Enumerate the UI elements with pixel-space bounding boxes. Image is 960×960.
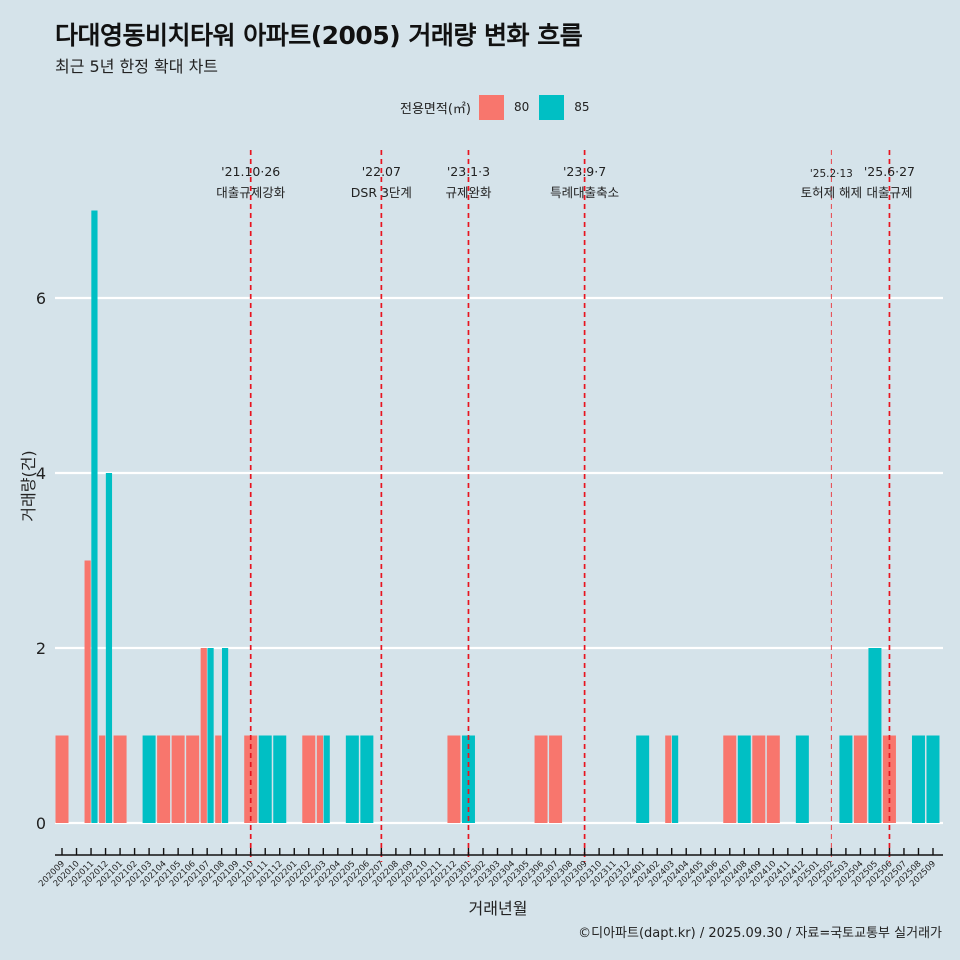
- event-date: '21.10·26: [221, 164, 280, 179]
- bar-85-202206: [360, 735, 374, 823]
- bar-85-202108: [221, 648, 229, 823]
- bar-85-202505: [868, 648, 882, 823]
- caption: ©디아파트(dapt.kr) / 2025.09.30 / 자료=국토교통부 실…: [578, 926, 942, 941]
- bar-80-202009: [55, 735, 69, 823]
- bar-80-202011: [84, 560, 91, 823]
- y-axis-title: 거래량(건): [19, 450, 38, 521]
- event-label: 특례대출축소: [550, 185, 619, 200]
- legend-title: 전용면적(㎡): [400, 101, 471, 117]
- y-axis: 0 2 4 6: [36, 289, 46, 833]
- y-tick-label: 4: [36, 464, 46, 483]
- bar-80-202203: [316, 735, 323, 823]
- legend-label-85: 85: [574, 100, 590, 114]
- bar-85-202508: [911, 735, 925, 823]
- y-tick-label: 2: [36, 639, 46, 658]
- legend-swatch-80: [478, 94, 504, 120]
- y-tick-label: 0: [36, 814, 46, 833]
- bar-80-202110: [244, 735, 258, 823]
- bar-80-202403: [665, 735, 672, 823]
- y-tick-label: 6: [36, 289, 46, 308]
- bar-85-202403: [672, 735, 679, 823]
- event-label: 토허제 해제: [801, 185, 862, 200]
- bar-85-202412: [795, 735, 809, 823]
- event-annotations: '21.10·26 대출규제강화 '22.07 DSR 3단계 '23.1·3 규제완화 '…: [216, 164, 915, 200]
- bar-85-202112: [273, 735, 287, 823]
- bar-80-202107: [200, 648, 207, 823]
- bar-80-202410: [766, 735, 780, 823]
- event-lines: [249, 150, 891, 862]
- bar-80-202106: [186, 735, 200, 823]
- bar-80-202306: [534, 735, 548, 823]
- bar-80-202409: [752, 735, 766, 823]
- x-axis: 2020092020102020112020122021012021022021…: [37, 848, 943, 889]
- bar-80-202212: [447, 735, 461, 823]
- bar-85-202401: [636, 735, 650, 823]
- event-label: 대출규제강화: [216, 185, 286, 200]
- legend-swatch-85: [539, 94, 565, 120]
- bar-85-202301: [461, 735, 475, 823]
- bar-80-202105: [171, 735, 185, 823]
- legend-label-80: 80: [513, 100, 530, 114]
- bar-85-202408: [737, 735, 751, 823]
- bar-80-202307: [549, 735, 563, 823]
- event-date: '23.9·7: [563, 164, 606, 179]
- event-label: DSR 3단계: [351, 185, 412, 200]
- event-date: '25.2·13: [810, 168, 853, 180]
- bar-80-202108: [215, 735, 222, 823]
- bar-85-202107: [207, 648, 214, 823]
- event-label: 대출규제: [866, 185, 912, 200]
- bar-85-202203: [323, 735, 330, 823]
- bar-85-202205: [345, 735, 359, 823]
- event-date: '22.07: [362, 164, 401, 179]
- bar-80-202104: [157, 735, 171, 823]
- bar-85-202103: [142, 735, 156, 823]
- bar-80-202504: [853, 735, 867, 823]
- bar-85-202012: [105, 473, 113, 823]
- bar-80-202101: [113, 735, 127, 823]
- bar-80-202506: [882, 735, 896, 823]
- bars: [55, 210, 940, 823]
- x-axis-title: 거래년월: [469, 899, 528, 918]
- chart-subtitle: 최근 5년 한정 확대 차트: [55, 57, 219, 76]
- bar-85-202011: [91, 210, 98, 823]
- bar-80-202202: [302, 735, 316, 823]
- chart-title: 다대영동비치타워 아파트(2005) 거래량 변화 흐름: [55, 21, 583, 50]
- bar-80-202012: [99, 735, 106, 823]
- bar-80-202407: [723, 735, 737, 823]
- legend: 전용면적(㎡) 80 85: [400, 93, 600, 121]
- bar-85-202111: [258, 735, 272, 823]
- bar-85-202503: [839, 735, 853, 823]
- bar-85-202509: [926, 735, 940, 823]
- event-date: '23.1·3: [447, 164, 490, 179]
- event-label: 규제완화: [445, 185, 492, 200]
- event-date: '25.6·27: [864, 164, 915, 179]
